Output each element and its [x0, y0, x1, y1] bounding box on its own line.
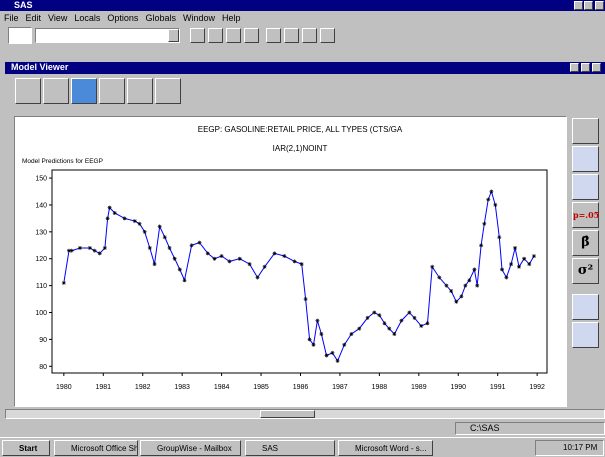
tool-button[interactable] [320, 28, 335, 43]
menu-item[interactable]: Locals [74, 13, 101, 23]
viewer-tool[interactable] [99, 78, 125, 104]
side-tool[interactable] [572, 322, 599, 348]
menu-item[interactable]: Help [221, 13, 241, 23]
tool-button[interactable] [226, 28, 241, 43]
tool-button[interactable] [284, 28, 299, 43]
tool-button[interactable] [208, 28, 223, 43]
status-field: C:\SAS [455, 422, 605, 435]
viewer-minimize[interactable] [570, 63, 579, 72]
menu-item[interactable]: File [4, 13, 19, 23]
viewer-title-bar: Model Viewer [5, 62, 605, 74]
title-bar: SAS [0, 0, 605, 11]
task-button[interactable]: GroupWise - Mailbox [140, 440, 241, 456]
task-button-label: Microsoft Word - s... [355, 444, 427, 453]
task-button-label: GroupWise - Mailbox [157, 444, 232, 453]
menu-bar: File Edit View Locals Options Globals Window He… [4, 12, 247, 24]
tool-button[interactable] [244, 28, 259, 43]
task-button-label: SAS [262, 444, 279, 453]
viewer-close[interactable] [592, 63, 601, 72]
viewer-tool[interactable] [155, 78, 181, 104]
menu-item[interactable]: Window [182, 13, 215, 23]
side-tool[interactable] [572, 146, 599, 172]
task-button[interactable]: Microsoft Office Sh... [54, 440, 138, 456]
side-tool[interactable] [572, 294, 599, 320]
window-title: SAS [14, 0, 33, 10]
tool-button[interactable] [190, 28, 205, 43]
task-button-label: Microsoft Office Sh... [71, 444, 138, 453]
viewer-title: Model Viewer [11, 62, 69, 72]
task-button[interactable]: Microsoft Word - s... [338, 440, 433, 456]
side-tool[interactable]: σ² [572, 258, 599, 284]
side-tools: p=.05 β̂ σ² [572, 118, 600, 348]
check-box[interactable] [8, 27, 32, 44]
combo-arrow[interactable] [168, 29, 179, 42]
side-tool[interactable]: β̂ [572, 230, 599, 256]
start-label: Start [19, 444, 38, 453]
maximize-button[interactable] [584, 1, 593, 10]
command-box[interactable] [35, 28, 180, 43]
start-button[interactable]: Start [2, 440, 50, 456]
chart-panel [14, 116, 567, 407]
side-tool-label: σ² [577, 263, 594, 278]
viewer-tool[interactable] [15, 78, 41, 104]
menu-item[interactable]: View [48, 13, 68, 23]
task-button[interactable]: SAS [245, 440, 335, 456]
side-tool[interactable] [572, 118, 599, 144]
minimize-button[interactable] [574, 1, 583, 10]
side-tool-label: β̂ [581, 235, 590, 250]
side-tool[interactable] [572, 174, 599, 200]
tool-button[interactable] [266, 28, 281, 43]
status-text: C:\SAS [470, 423, 500, 433]
tool-button[interactable] [302, 28, 317, 43]
viewer-toolbar [15, 78, 190, 106]
scroll-thumb[interactable] [260, 410, 315, 418]
toolbar [190, 28, 340, 44]
viewer-tool[interactable] [127, 78, 153, 104]
viewer-tool[interactable] [71, 78, 97, 104]
menu-item[interactable]: Globals [145, 13, 176, 23]
viewer-maximize[interactable] [581, 63, 590, 72]
menu-item[interactable]: Options [107, 13, 139, 23]
menu-item[interactable]: Edit [25, 13, 42, 23]
tray: 10:17 PM [535, 440, 604, 456]
side-tool-label: p=.05 [573, 210, 600, 220]
clock: 10:17 PM [563, 443, 598, 452]
viewer-tool[interactable] [43, 78, 69, 104]
close-button[interactable] [595, 1, 604, 10]
side-tool[interactable]: p=.05 [572, 202, 599, 228]
